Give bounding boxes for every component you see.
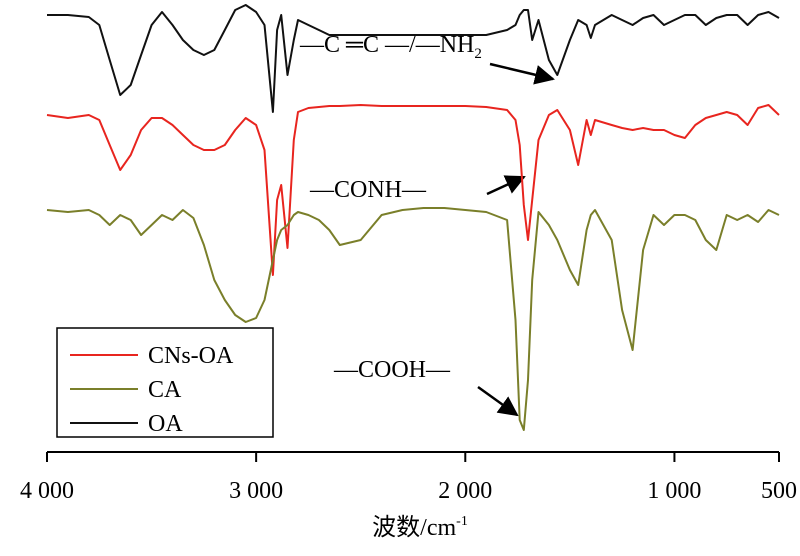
legend-label: OA bbox=[148, 411, 183, 437]
x-tick-label: 1 000 bbox=[647, 478, 701, 504]
x-tick-label: 4 000 bbox=[20, 478, 74, 504]
arrow bbox=[486, 175, 526, 196]
annotation: —C ═C —/—NH2 bbox=[299, 32, 482, 62]
arrow bbox=[489, 62, 555, 85]
annotation-text: —CONH— bbox=[309, 177, 427, 203]
annotation: —COOH— bbox=[333, 357, 451, 383]
annotation-text: —COOH— bbox=[333, 357, 451, 383]
arrow bbox=[477, 385, 519, 417]
series-line bbox=[47, 4, 780, 113]
legend-box bbox=[56, 327, 274, 438]
legend-label: CA bbox=[148, 377, 182, 403]
legend-label: CNs-OA bbox=[148, 343, 234, 369]
series-line bbox=[46, 207, 780, 431]
x-axis-label-sup: -1 bbox=[456, 514, 468, 529]
x-tick-label: 500 bbox=[761, 478, 797, 504]
annotation-sub: 2 bbox=[474, 46, 482, 62]
x-tick-label: 3 000 bbox=[229, 478, 283, 504]
x-tick-label: 2 000 bbox=[438, 478, 492, 504]
series-line bbox=[46, 104, 780, 276]
x-axis-label-text: 波数/cm bbox=[372, 514, 456, 541]
annotation: —CONH— bbox=[309, 177, 427, 203]
x-axis-label: 波数/cm-1 bbox=[372, 514, 468, 541]
annotation-text: —C ═C —/—NH bbox=[299, 32, 474, 58]
